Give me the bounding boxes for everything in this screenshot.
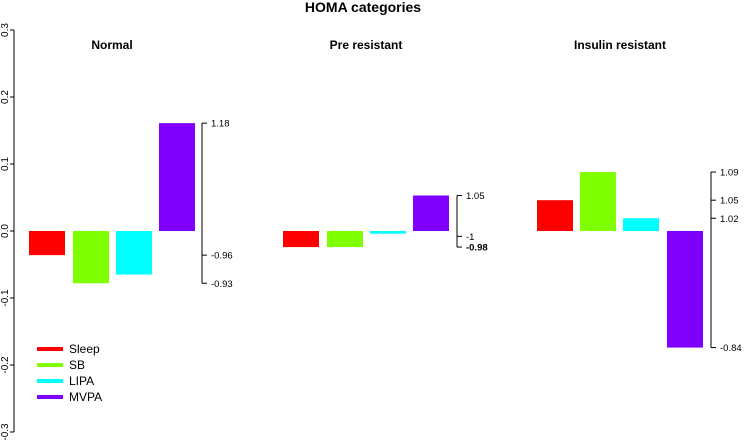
panel-0: Normal 1.18 -0.96 -0.93 [29, 38, 233, 290]
panel-2: Insulin resistant 1.09 1.05 1.02 -0.84 [537, 38, 742, 354]
scale-label: -0.84 [720, 343, 742, 354]
legend-label-sleep: Sleep [69, 342, 100, 356]
bar-sb [580, 172, 616, 231]
bar-mvpa [413, 195, 449, 231]
scale-label: 1.05 [466, 191, 485, 202]
legend-label-lipa: LIPA [69, 374, 94, 388]
legend: Sleep SB LIPA MVPA [37, 342, 102, 404]
panel-1: Pre resistant 1.05 -1-0.98 [283, 38, 488, 254]
panel-title: Normal [91, 38, 132, 52]
legend-label-mvpa: MVPA [69, 390, 102, 404]
bar-sleep [537, 200, 573, 231]
y-tick-label: 0.2 [0, 90, 11, 104]
scale-label: -0.93 [211, 279, 233, 290]
y-tick-label: -0.2 [0, 356, 11, 374]
scale-label: -0.98 [466, 243, 488, 254]
bar-sleep [29, 231, 65, 256]
panel-title: Insulin resistant [574, 38, 666, 52]
bar-mvpa [667, 231, 703, 348]
scale-label: -0.96 [211, 251, 233, 262]
bar-sleep [283, 231, 319, 248]
legend-label-sb: SB [69, 358, 85, 372]
scale-label: 1.02 [720, 214, 739, 225]
bar-sb [73, 231, 109, 284]
bar-sb [327, 231, 363, 248]
panel-title: Pre resistant [330, 38, 403, 52]
bar-mvpa [159, 123, 195, 231]
y-tick-label: 0.1 [0, 157, 11, 171]
scale-label: 1.18 [211, 119, 230, 130]
scale-label: -1 [466, 232, 474, 243]
scale-label: 1.09 [720, 168, 739, 179]
chart-title: HOMA categories [305, 0, 421, 15]
y-tick-label: -0.3 [0, 423, 11, 440]
scale-label: 1.05 [720, 196, 739, 207]
bar-lipa [370, 231, 406, 234]
y-tick-label: -0.1 [0, 289, 11, 307]
y-axis: 0.3 0.2 0.1 0.0 -0.1 -0.2 -0.3 [0, 23, 15, 440]
bar-lipa [116, 231, 152, 275]
y-tick-label: 0.0 [0, 224, 11, 238]
bar-lipa [623, 218, 659, 231]
y-tick-label: 0.3 [0, 23, 11, 37]
